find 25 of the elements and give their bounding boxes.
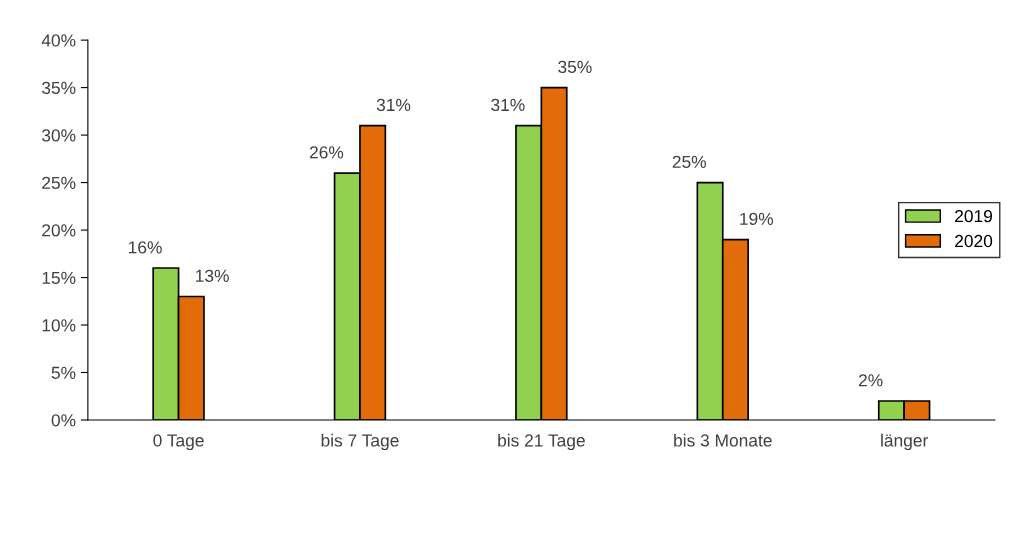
y-tick-label: 0% [51,414,76,427]
y-tick-label: 15% [42,271,76,284]
y-tick-label: 30% [41,129,76,142]
data-label: 13% [196,269,229,282]
y-tick-label: 5% [51,366,76,379]
data-label: 31% [376,98,411,112]
x-tick-label: bis 3 Monate [674,433,772,447]
data-label: 31% [491,98,525,112]
data-label: 19% [740,212,774,225]
data-label: 16% [128,241,162,254]
y-tick-label: 25% [42,176,76,190]
data-label: 35% [558,60,592,74]
y-tick-label: 40% [41,34,76,47]
x-tick-label: länger [881,433,928,451]
data-label: 2% [858,374,883,387]
data-label: 26% [309,146,344,159]
y-tick-label: 35% [41,81,76,95]
x-tick-label: bis 21 Tage [498,433,585,451]
data-label: 25% [672,155,706,169]
x-tick-label: 0 Tage [153,434,204,451]
legend-label: 2019 [955,209,993,223]
y-tick-label: 10% [42,319,76,332]
y-tick-label: 20% [42,224,76,237]
x-tick-label: bis 7 Tage [321,433,399,451]
legend-label: 2020 [955,234,993,248]
